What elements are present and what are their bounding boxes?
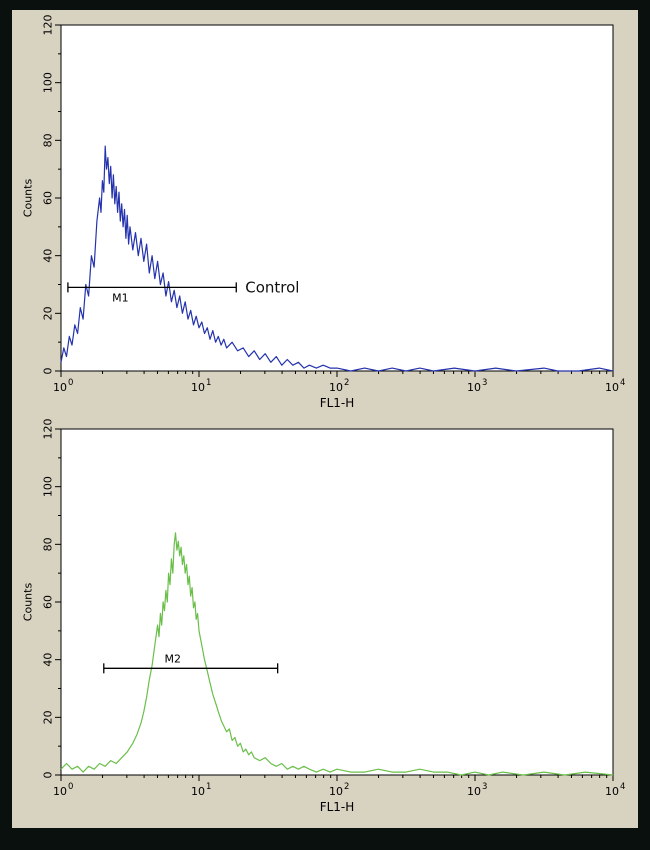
x-tick-label: 103 — [467, 378, 487, 394]
y-tick-label: 20 — [42, 306, 55, 320]
gate-annotation: Control — [245, 278, 299, 296]
plot-area — [60, 24, 614, 372]
y-tick-label: 100 — [42, 476, 55, 497]
x-tick-label: 101 — [191, 378, 211, 394]
figure-panel: 0 20 40 60 80 100 120 100 101 102 103 104 Counts FL1-… — [12, 10, 638, 828]
x-axis-title: FL1-H — [320, 800, 355, 814]
control-histogram-curve — [60, 145, 614, 372]
antibody-histogram-curve — [60, 532, 614, 776]
x-tick-label: 100 — [53, 378, 73, 394]
y-axis-title: Counts — [22, 583, 35, 622]
x-tick-label: 104 — [605, 378, 625, 394]
y-tick-label: 40 — [42, 653, 55, 667]
plot-area — [60, 428, 614, 776]
y-tick-label: 0 — [42, 772, 55, 779]
control-histogram: 0 20 40 60 80 100 120 100 101 102 103 104 Counts FL1-… — [15, 15, 635, 415]
control-histogram-svg: 0 20 40 60 80 100 120 100 101 102 103 104 Counts FL1-… — [22, 15, 626, 411]
gate-marker-label: M2 — [165, 652, 182, 665]
y-tick-label: 120 — [42, 419, 55, 440]
y-tick-label: 20 — [42, 710, 55, 724]
y-tick-label: 40 — [42, 249, 55, 263]
y-tick-label: 0 — [42, 368, 55, 375]
y-tick-label: 60 — [42, 595, 55, 609]
antibody-histogram-svg: 0 20 40 60 80 100 120 100 101 102 103 104 Counts FL1-… — [22, 419, 626, 815]
x-tick-label: 101 — [191, 782, 211, 798]
y-tick-label: 100 — [42, 72, 55, 93]
y-tick-label: 80 — [42, 133, 55, 147]
x-tick-label: 100 — [53, 782, 73, 798]
y-tick-label: 60 — [42, 191, 55, 205]
antibody-histogram: 0 20 40 60 80 100 120 100 101 102 103 104 Counts FL1-… — [15, 419, 635, 819]
y-axis-title: Counts — [22, 179, 35, 218]
y-tick-label: 80 — [42, 537, 55, 551]
gate-marker-label: M1 — [112, 291, 129, 304]
x-tick-label: 102 — [329, 782, 349, 798]
x-tick-label: 102 — [329, 378, 349, 394]
x-tick-label: 104 — [605, 782, 625, 798]
y-tick-label: 120 — [42, 15, 55, 36]
x-tick-label: 103 — [467, 782, 487, 798]
x-axis-title: FL1-H — [320, 396, 355, 410]
